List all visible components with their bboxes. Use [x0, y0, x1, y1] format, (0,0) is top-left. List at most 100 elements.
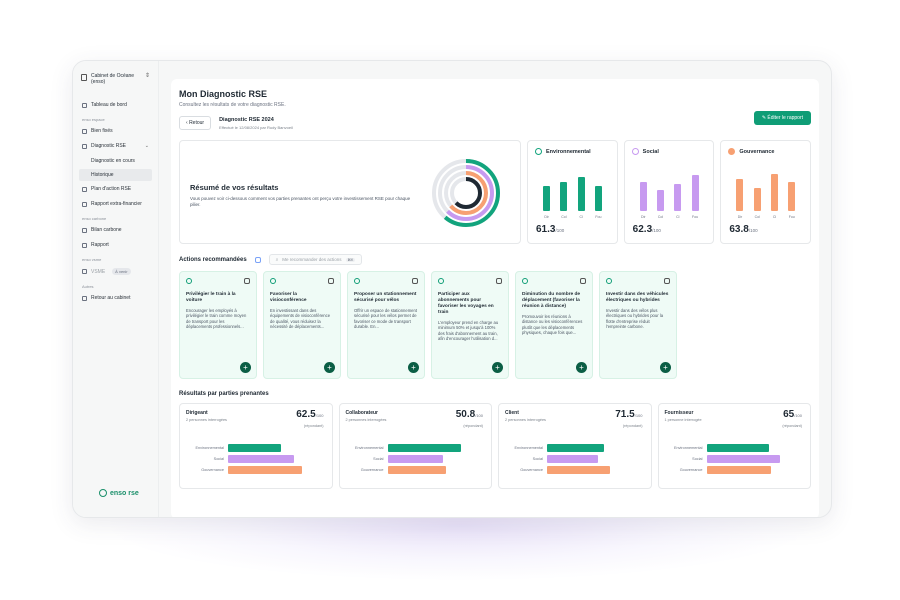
stakeholder-bar-label: Gouvernance — [360, 467, 384, 472]
pillar-bar-chart: Dir Col Cl Fou — [635, 165, 704, 219]
leaf-icon — [522, 278, 528, 284]
add-action-button[interactable]: + — [576, 362, 587, 373]
governance-icon — [728, 148, 736, 155]
stakeholder-name: Collaborateur — [345, 410, 379, 416]
stakeholder-bar-row: Environnemental — [667, 442, 805, 453]
stakeholder-bar — [228, 454, 295, 463]
sidebar: Cabinet de Océane (enso) ⇕ Tableau de bo… — [73, 61, 159, 517]
stakeholder-score: 65/100 — [783, 409, 802, 420]
action-card-desc: Offrir un espace de stationnement sécuri… — [354, 308, 418, 330]
action-card[interactable]: Proposer un stationnement sécurisé pour … — [347, 271, 425, 379]
link-icon[interactable] — [254, 256, 261, 263]
sidebar-item-action-plan[interactable]: Plan d'action RSE — [79, 183, 152, 195]
edit-report-button[interactable]: ✎ Éditer le rapport — [753, 111, 811, 125]
sidebar-item-back-firm[interactable]: Retour au cabinet — [79, 292, 152, 304]
sidebar-subitem-current[interactable]: Diagnostic en cours — [91, 158, 135, 164]
stakeholder-respondents: 2 personnes interrogées — [186, 418, 227, 422]
stakeholder-respondents: 1 personne interrogée — [664, 418, 702, 422]
action-card[interactable]: Participer aux abonnements pour favorise… — [431, 271, 509, 379]
respondent-label: (répondant) — [463, 424, 483, 428]
sidebar-item-welcome[interactable]: Bien fixés — [79, 125, 152, 137]
sidebar-item-label: Tableau de bord — [91, 102, 127, 108]
sidebar-item-label: Bilan carbone — [91, 227, 122, 233]
sidebar-item-label: Diagnostic RSE — [91, 143, 127, 149]
help-icon[interactable] — [580, 278, 586, 284]
chevron-updown-icon: ⇕ — [144, 73, 150, 79]
pillar-bar — [639, 182, 647, 211]
sidebar-item-dashboard[interactable]: Tableau de bord — [79, 99, 152, 111]
pillar-bar-label: Dir — [641, 215, 646, 219]
action-card-desc: Investir dans des vélos plus électriques… — [606, 308, 664, 330]
add-action-button[interactable]: + — [492, 362, 503, 373]
action-cards: Privilégier le train à la voiture Encour… — [179, 271, 811, 379]
help-icon[interactable] — [496, 278, 502, 284]
pillar-score-max: /100 — [652, 228, 661, 233]
action-card[interactable]: Favoriser la visioconférence En investis… — [263, 271, 341, 379]
pillar-bar — [753, 188, 761, 211]
pillar-bar-label: Fou — [788, 215, 795, 219]
add-action-button[interactable]: + — [240, 362, 251, 373]
pillar-score-value: 63.8 — [729, 224, 749, 235]
help-icon[interactable] — [664, 278, 670, 284]
back-button[interactable]: ‹ Retour — [179, 116, 212, 130]
stakeholder-bar-row: Gouvernance — [507, 464, 645, 475]
section-label: Autres — [82, 284, 94, 289]
section-label: enso espace — [82, 117, 105, 122]
pillar-bar — [560, 182, 568, 211]
target-icon — [82, 143, 87, 149]
add-action-button[interactable]: + — [408, 362, 419, 373]
action-card[interactable]: Diminution du nombre de déplacement (fav… — [515, 271, 593, 379]
respondent-label: (répondant) — [782, 424, 802, 428]
sidebar-item-carbon[interactable]: Bilan carbone — [79, 224, 152, 236]
diagnostic-title: Diagnostic RSE 2024 — [219, 116, 274, 123]
add-action-button[interactable]: + — [660, 362, 671, 373]
stakeholder-bar-row: Social — [348, 453, 486, 464]
pillar-card-governance: Gouvernance Dir Col Cl Fou 63.8/100 — [720, 140, 812, 244]
sidebar-item-diagnostic[interactable]: Diagnostic RSE ⌄ — [79, 140, 152, 152]
action-card-title: Investir dans des véhicules électriques … — [606, 292, 669, 303]
stakeholder-bar-chart: Environnemental Social Gouvernance — [188, 442, 326, 475]
pillar-bar-label: Dir — [737, 215, 743, 219]
action-card-title: Participer aux abonnements pour favorise… — [438, 292, 494, 315]
action-card-title: Diminution du nombre de déplacement (fav… — [522, 292, 581, 309]
sidebar-item-carbon-report[interactable]: Rapport — [79, 239, 152, 251]
stakeholder-bar-chart: Environnemental Social Gouvernance — [667, 442, 805, 475]
sidebar-subitem-history[interactable]: Historique — [79, 169, 152, 181]
pillar-bar-label: Col — [561, 215, 567, 219]
help-icon[interactable] — [244, 278, 250, 284]
pillar-score: 63.8/100 — [729, 224, 757, 235]
list-icon — [82, 186, 87, 192]
stakeholder-bar — [706, 443, 770, 452]
stakeholder-card: Fournisseur 1 personne interrogée 65/100… — [657, 403, 811, 489]
action-search-input[interactable]: ⌕ Me recommander des actions ⌘K — [268, 254, 363, 265]
stakeholder-cards: Dirigeant 2 personnes interrogées 62.5/1… — [179, 403, 811, 489]
org-switcher[interactable]: Cabinet de Océane (enso) ⇕ — [79, 69, 152, 89]
stakeholder-score: 71.5/100 — [615, 409, 642, 420]
stakeholder-bar-label: Environnemental — [355, 445, 384, 450]
diagnostic-meta: Effectué le 12/08/2024 par Rudy Banvoeil — [219, 124, 293, 130]
pillar-bar-label: Col — [657, 215, 664, 219]
sidebar-item-report[interactable]: Rapport extra-financier — [79, 198, 152, 210]
action-card[interactable]: Privilégier le train à la voiture Encour… — [179, 271, 257, 379]
enso-logo: enso rse — [99, 489, 139, 497]
add-action-button[interactable]: + — [324, 362, 335, 373]
help-icon[interactable] — [328, 278, 334, 284]
pillar-bar — [788, 182, 796, 211]
stakeholder-name: Dirigeant — [186, 410, 208, 416]
pillar-name: Gouvernance — [739, 148, 775, 155]
help-icon[interactable] — [412, 278, 418, 284]
arrow-left-icon — [82, 295, 87, 301]
action-card-title: Favoriser la visioconférence — [270, 292, 307, 303]
actions-title: Actions recommandées — [179, 256, 247, 263]
stakeholder-score: 62.5/100 — [296, 409, 323, 420]
action-card[interactable]: Investir dans des véhicules électriques … — [599, 271, 677, 379]
pillar-name: Social — [642, 148, 659, 155]
leaf-icon — [535, 148, 542, 155]
stakeholder-name: Fournisseur — [664, 410, 694, 416]
sidebar-item-label: Plan d'action RSE — [91, 186, 132, 192]
page-subtitle: Consultez les résultats de votre diagnos… — [179, 102, 286, 108]
flag-icon — [82, 128, 87, 134]
stakeholder-bar-row: Social — [507, 453, 645, 464]
stakeholder-bar-row: Gouvernance — [667, 464, 805, 475]
document-icon — [82, 201, 87, 207]
